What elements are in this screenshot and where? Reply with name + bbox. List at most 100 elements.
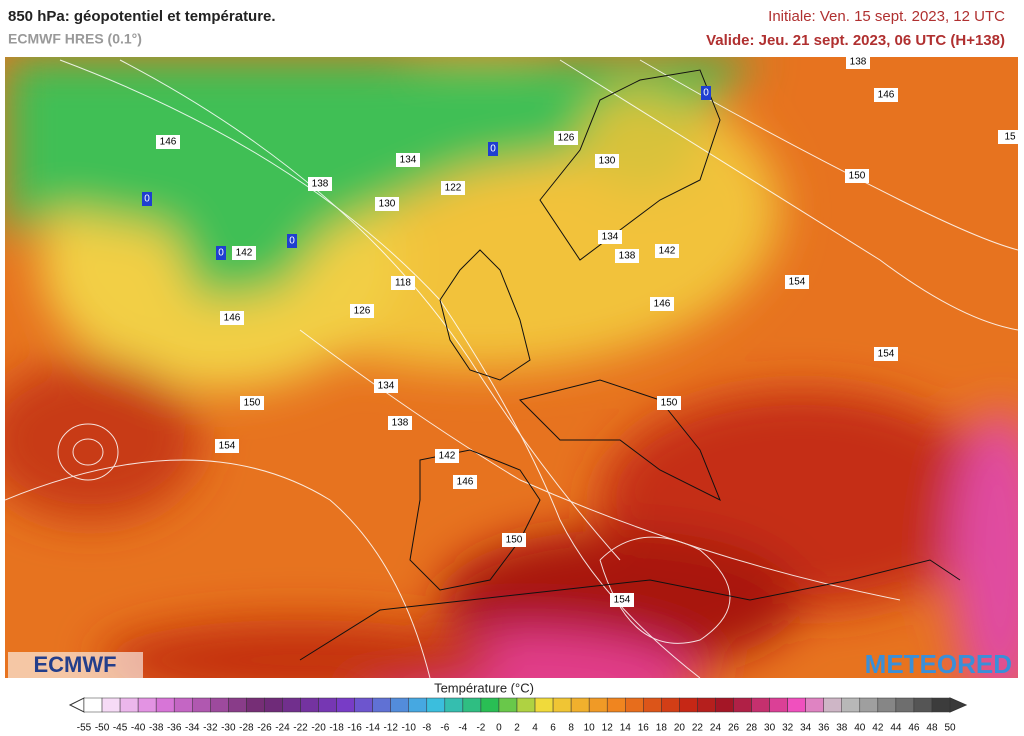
colorbar-label: 38 (836, 723, 848, 734)
colorbar-label: 26 (728, 723, 740, 734)
colorbar-label: -6 (440, 723, 449, 734)
colorbar-start (68, 697, 85, 713)
contour-label-bg (615, 249, 639, 263)
colorbar-label: 32 (782, 723, 794, 734)
colorbar-label: 10 (584, 723, 596, 734)
contour-label-bg (554, 131, 578, 145)
colorbar-segment (390, 697, 410, 713)
colorbar-label: 24 (710, 723, 722, 734)
initial-time: Initiale: Ven. 15 sept. 2023, 12 UTC (768, 8, 1005, 25)
colorbar-segment (119, 697, 139, 713)
colorbar-segment (264, 697, 283, 713)
contour-label-bg (650, 297, 674, 311)
contour-label: 134 (378, 381, 395, 392)
contour-label: 122 (445, 183, 462, 194)
colorbar-label: 6 (550, 723, 556, 734)
contour-label-bg (375, 197, 399, 211)
colorbar-label: -4 (458, 723, 467, 734)
colorbar-segment (570, 697, 590, 713)
colorbar-segment (336, 697, 355, 713)
colorbar-label: -24 (275, 723, 290, 734)
contour-label: 146 (654, 299, 671, 310)
isotherm-label-bg (142, 192, 152, 206)
contour-label: 154 (878, 349, 895, 360)
colorbar-label: -34 (185, 723, 200, 734)
colorbar-segment (859, 697, 879, 713)
contour-label: 150 (506, 535, 523, 546)
colorbar-segment (173, 697, 193, 713)
colorbar-label: 36 (818, 723, 830, 734)
colorbar-segment (715, 697, 734, 713)
colorbar-segment (246, 697, 265, 713)
valid-time: Valide: Jeu. 21 sept. 2023, 06 UTC (H+13… (706, 32, 1005, 49)
contour-label-bg (350, 304, 374, 318)
colorbar-segment (841, 697, 861, 713)
colorbar-segment (643, 697, 662, 713)
colorbar-label: -18 (329, 723, 344, 734)
colorbar-segment (661, 697, 680, 713)
isotherm-label: 0 (289, 236, 295, 247)
contour-label: 146 (878, 90, 895, 101)
contour-label-bg (396, 153, 420, 167)
contour-label-bg (595, 154, 619, 168)
colorbar-segment (192, 697, 211, 713)
contour-label-bg (657, 396, 681, 410)
colorbar-segment (462, 697, 482, 713)
colorbar-label: -10 (402, 723, 417, 734)
colorbar-segment (354, 697, 373, 713)
contour-label: 118 (395, 278, 411, 289)
colorbar-segment (426, 697, 446, 713)
contour-label: 134 (400, 155, 417, 166)
isotherm-label: 0 (144, 194, 150, 205)
colorbar-end (949, 697, 968, 713)
colorbar-segment (588, 697, 608, 713)
colorbar-label: 40 (854, 723, 866, 734)
contour-label: 138 (619, 251, 636, 262)
colorbar-label: -40 (131, 723, 146, 734)
contour-label-bg (502, 533, 526, 547)
colorbar-label: -12 (383, 723, 398, 734)
colorbar-segment (895, 697, 915, 713)
contour-label-bg (453, 475, 477, 489)
contour-label-bg (215, 439, 239, 453)
colorbar-segment (733, 697, 752, 713)
colorbar-label: -20 (311, 723, 326, 734)
contour-label: 154 (789, 277, 806, 288)
contour-label: 134 (602, 232, 619, 243)
contour-label: 146 (160, 137, 177, 148)
colorbar-segment (552, 697, 572, 713)
colorbar-label: -45 (113, 723, 128, 734)
colorbar-label: 30 (764, 723, 776, 734)
contour-label-bg (391, 276, 415, 290)
isotherm-label-bg (701, 86, 711, 100)
contour-label: 15 (1004, 132, 1016, 143)
colorbar-segment (101, 697, 121, 713)
colorbar-segment (318, 697, 337, 713)
colorbar-label: 48 (926, 723, 938, 734)
contour-label: 154 (219, 441, 236, 452)
colorbar-label: 28 (746, 723, 758, 734)
isotherm-label-bg (287, 234, 297, 248)
contour-label-bg (435, 449, 459, 463)
colorbar-segment (823, 697, 842, 713)
colorbar-label: -55 (77, 723, 92, 734)
colorbar-segment (498, 697, 518, 713)
contour-label-bg (655, 244, 679, 258)
colorbar-label: 46 (908, 723, 920, 734)
contour-label: 142 (439, 451, 456, 462)
contour-label: 142 (659, 246, 676, 257)
colorbar-label: -2 (476, 723, 485, 734)
colorbar-label: 2 (514, 723, 520, 734)
colorbar-label: -16 (347, 723, 362, 734)
contour-label-bg (598, 230, 622, 244)
colorbar-segment (83, 697, 103, 713)
colorbar-label: -26 (257, 723, 272, 734)
colorbar-label: -14 (365, 723, 380, 734)
colorbar-label: -38 (149, 723, 164, 734)
colorbar-label: 14 (620, 723, 632, 734)
isotherm-label: 0 (703, 88, 709, 99)
colorbar-segment (751, 697, 770, 713)
ecmwf-logo: ECMWF (33, 652, 116, 677)
colorbar-segment (516, 697, 536, 713)
